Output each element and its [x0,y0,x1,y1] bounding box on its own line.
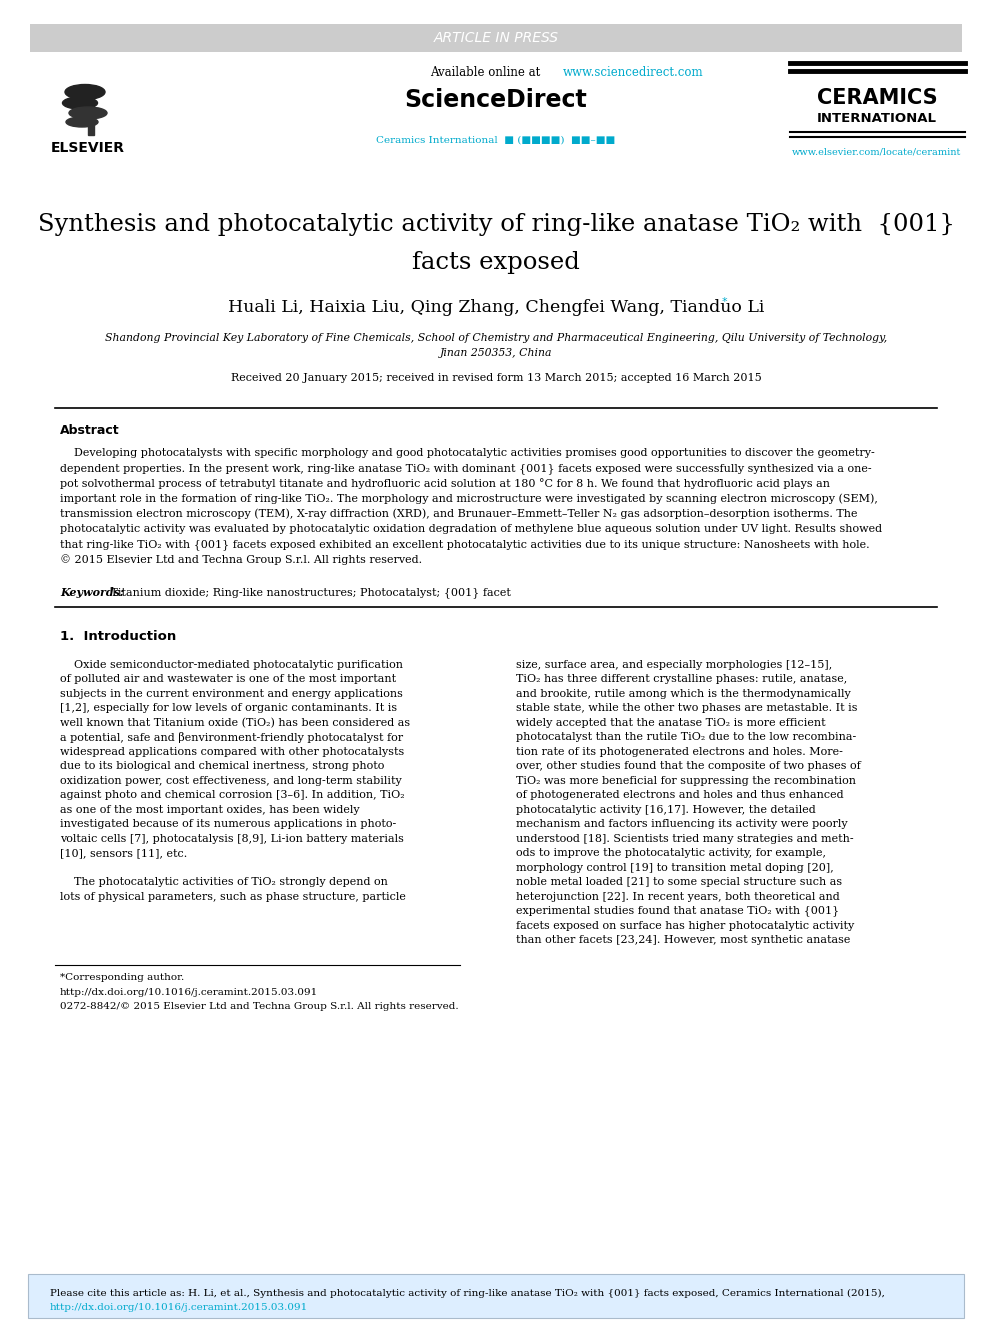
Text: The photocatalytic activities of TiO₂ strongly depend on: The photocatalytic activities of TiO₂ st… [60,877,388,888]
Text: photocatalytic activity [16,17]. However, the detailed: photocatalytic activity [16,17]. However… [516,804,815,815]
Text: morphology control [19] to transition metal doping [20],: morphology control [19] to transition me… [516,863,833,873]
Text: size, surface area, and especially morphologies [12–15],: size, surface area, and especially morph… [516,660,832,669]
Text: TiO₂ was more beneficial for suppressing the recombination: TiO₂ was more beneficial for suppressing… [516,775,856,786]
Text: TiO₂ has three different crystalline phases: rutile, anatase,: TiO₂ has three different crystalline pha… [516,675,847,684]
Text: well known that Titanium oxide (TiO₂) has been considered as: well known that Titanium oxide (TiO₂) ha… [60,717,410,728]
Text: © 2015 Elsevier Ltd and Techna Group S.r.l. All rights reserved.: © 2015 Elsevier Ltd and Techna Group S.r… [60,554,423,565]
Text: facets exposed on surface has higher photocatalytic activity: facets exposed on surface has higher pho… [516,921,854,930]
Text: noble metal loaded [21] to some special structure such as: noble metal loaded [21] to some special … [516,877,842,888]
Text: www.elsevier.com/locate/ceramint: www.elsevier.com/locate/ceramint [793,147,961,156]
Text: ScienceDirect: ScienceDirect [405,89,587,112]
Text: ods to improve the photocatalytic activity, for example,: ods to improve the photocatalytic activi… [516,848,826,859]
Text: important role in the formation of ring-like TiO₂. The morphology and microstruc: important role in the formation of ring-… [60,493,878,504]
Ellipse shape [62,97,97,108]
Text: tion rate of its photogenerated electrons and holes. More-: tion rate of its photogenerated electron… [516,746,843,757]
Text: lots of physical parameters, such as phase structure, particle: lots of physical parameters, such as pha… [60,892,406,901]
Text: 1.  Introduction: 1. Introduction [60,630,177,643]
Text: dependent properties. In the present work, ring-like anatase TiO₂ with dominant : dependent properties. In the present wor… [60,463,872,474]
Text: photocatalyst than the rutile TiO₂ due to the low recombina-: photocatalyst than the rutile TiO₂ due t… [516,732,856,742]
Text: mechanism and factors influencing its activity were poorly: mechanism and factors influencing its ac… [516,819,847,830]
Text: Titanium dioxide; Ring-like nanostructures; Photocatalyst; {001} facet: Titanium dioxide; Ring-like nanostructur… [107,587,511,598]
Text: photocatalytic activity was evaluated by photocatalytic oxidation degradation of: photocatalytic activity was evaluated by… [60,524,882,534]
Text: transmission electron microscopy (TEM), X-ray diffraction (XRD), and Brunauer–Em: transmission electron microscopy (TEM), … [60,508,857,519]
Text: Oxide semiconductor-mediated photocatalytic purification: Oxide semiconductor-mediated photocataly… [60,660,403,669]
Text: and brookite, rutile among which is the thermodynamically: and brookite, rutile among which is the … [516,688,851,699]
Text: than other facets [23,24]. However, most synthetic anatase: than other facets [23,24]. However, most… [516,935,850,945]
Text: of polluted air and wastewater is one of the most important: of polluted air and wastewater is one of… [60,675,396,684]
Text: http://dx.doi.org/10.1016/j.ceramint.2015.03.091: http://dx.doi.org/10.1016/j.ceramint.201… [50,1303,309,1312]
Text: as one of the most important oxides, has been widely: as one of the most important oxides, has… [60,804,360,815]
Text: a potential, safe and βenvironment-friendly photocatalyst for: a potential, safe and βenvironment-frien… [60,732,403,742]
Text: of photogenerated electrons and holes and thus enhanced: of photogenerated electrons and holes an… [516,790,843,800]
Text: INTERNATIONAL: INTERNATIONAL [817,111,937,124]
Text: over, other studies found that the composite of two phases of: over, other studies found that the compo… [516,761,861,771]
Text: subjects in the current environment and energy applications: subjects in the current environment and … [60,688,403,699]
Text: [10], sensors [11], etc.: [10], sensors [11], etc. [60,848,187,859]
Text: http://dx.doi.org/10.1016/j.ceramint.2015.03.091: http://dx.doi.org/10.1016/j.ceramint.201… [60,988,318,998]
Text: Please cite this article as: H. Li, et al., Synthesis and photocatalytic activit: Please cite this article as: H. Li, et a… [50,1289,885,1298]
Text: Jinan 250353, China: Jinan 250353, China [439,348,553,359]
Text: Available online at: Available online at [430,66,544,78]
Text: Keywords:: Keywords: [60,587,124,598]
Ellipse shape [69,107,107,119]
Text: pot solvothermal process of tetrabutyl titanate and hydrofluoric acid solution a: pot solvothermal process of tetrabutyl t… [60,478,830,488]
Text: *: * [722,296,727,307]
Text: experimental studies found that anatase TiO₂ with {001}: experimental studies found that anatase … [516,906,839,917]
Text: investigated because of its numerous applications in photo-: investigated because of its numerous app… [60,819,396,830]
Text: www.sciencedirect.com: www.sciencedirect.com [563,66,703,78]
Text: Huali Li, Haixia Liu, Qing Zhang, Chengfei Wang, Tianduo Li: Huali Li, Haixia Liu, Qing Zhang, Chengf… [228,299,764,316]
Text: Abstract: Abstract [60,423,120,437]
Text: CERAMICS: CERAMICS [816,89,937,108]
Text: Shandong Provincial Key Laboratory of Fine Chemicals, School of Chemistry and Ph: Shandong Provincial Key Laboratory of Fi… [105,333,887,343]
Ellipse shape [66,116,98,127]
Text: Ceramics International  ■ (■■■■)  ■■–■■: Ceramics International ■ (■■■■) ■■–■■ [376,135,616,144]
Text: understood [18]. Scientists tried many strategies and meth-: understood [18]. Scientists tried many s… [516,833,854,844]
Bar [30,24,962,52]
Text: widely accepted that the anatase TiO₂ is more efficient: widely accepted that the anatase TiO₂ is… [516,717,825,728]
Text: heterojunction [22]. In recent years, both theoretical and: heterojunction [22]. In recent years, bo… [516,892,840,901]
Bar [88,120,94,135]
FancyBboxPatch shape [28,1274,964,1318]
Text: [1,2], especially for low levels of organic contaminants. It is: [1,2], especially for low levels of orga… [60,703,397,713]
Text: due to its biological and chemical inertness, strong photo: due to its biological and chemical inert… [60,761,384,771]
Text: Received 20 January 2015; received in revised form 13 March 2015; accepted 16 Ma: Received 20 January 2015; received in re… [230,373,762,382]
Text: that ring-like TiO₂ with {001} facets exposed exhibited an excellent photocataly: that ring-like TiO₂ with {001} facets ex… [60,538,870,549]
Text: ELSEVIER: ELSEVIER [51,142,125,155]
Text: ARTICLE IN PRESS: ARTICLE IN PRESS [434,30,558,45]
Text: stable state, while the other two phases are metastable. It is: stable state, while the other two phases… [516,703,857,713]
Text: oxidization power, cost effectiveness, and long-term stability: oxidization power, cost effectiveness, a… [60,775,402,786]
Ellipse shape [65,85,105,99]
Text: voltaic cells [7], photocatalysis [8,9], Li-ion battery materials: voltaic cells [7], photocatalysis [8,9],… [60,833,404,844]
Text: facts exposed: facts exposed [412,251,580,274]
Text: widespread applications compared with other photocatalysts: widespread applications compared with ot… [60,746,405,757]
Text: Synthesis and photocatalytic activity of ring-like anatase TiO₂ with  {001}: Synthesis and photocatalytic activity of… [38,213,954,237]
Text: Developing photocatalysts with specific morphology and good photocatalytic activ: Developing photocatalysts with specific … [60,448,875,458]
Text: against photo and chemical corrosion [3–6]. In addition, TiO₂: against photo and chemical corrosion [3–… [60,790,405,800]
Text: 0272-8842/© 2015 Elsevier Ltd and Techna Group S.r.l. All rights reserved.: 0272-8842/© 2015 Elsevier Ltd and Techna… [60,1002,458,1011]
Text: *Corresponding author.: *Corresponding author. [60,974,185,982]
